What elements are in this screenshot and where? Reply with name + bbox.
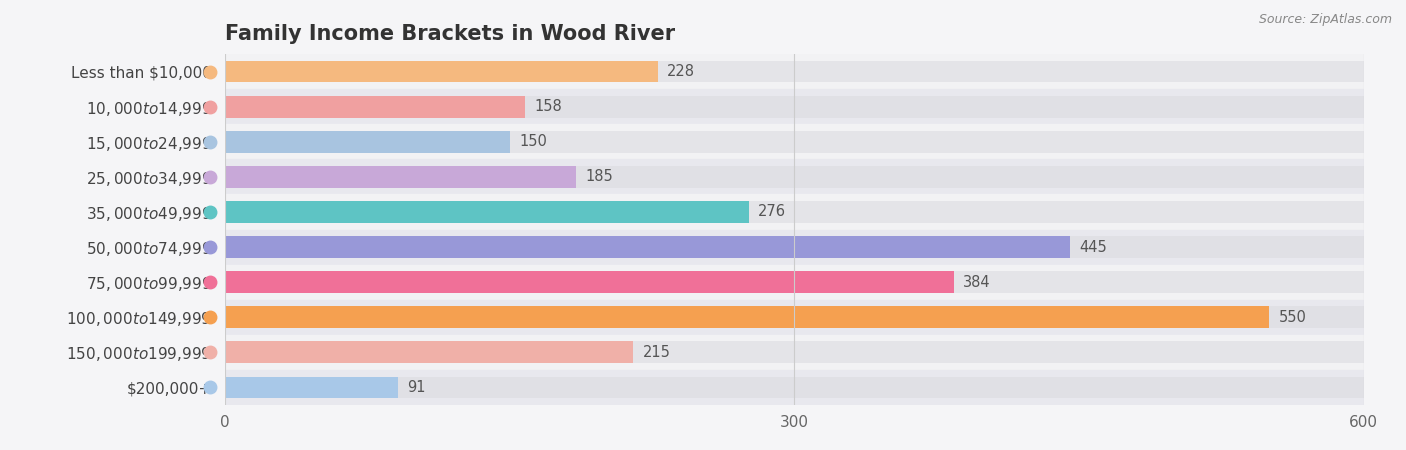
Text: 185: 185: [585, 169, 613, 184]
Bar: [225, 342, 1364, 363]
Bar: [225, 166, 1364, 188]
Bar: [225, 370, 1364, 405]
Text: 384: 384: [963, 274, 991, 290]
Text: 150: 150: [519, 134, 547, 149]
Bar: [225, 89, 1364, 124]
Bar: [225, 61, 1364, 82]
Bar: [225, 131, 1364, 153]
Text: 91: 91: [408, 380, 426, 395]
Bar: [225, 335, 1364, 370]
Bar: [225, 124, 1364, 159]
Bar: [225, 230, 1364, 265]
Bar: [225, 201, 1364, 223]
Text: Family Income Brackets in Wood River: Family Income Brackets in Wood River: [225, 24, 675, 44]
Text: 550: 550: [1278, 310, 1306, 325]
Text: 215: 215: [643, 345, 671, 360]
Bar: [225, 201, 749, 223]
Text: 158: 158: [534, 99, 562, 114]
Bar: [225, 377, 1364, 398]
Bar: [225, 159, 1364, 194]
Bar: [225, 61, 658, 82]
Text: 228: 228: [668, 64, 695, 79]
Bar: [225, 265, 1364, 300]
Bar: [225, 131, 509, 153]
Bar: [225, 377, 398, 398]
Bar: [225, 166, 576, 188]
Bar: [225, 342, 633, 363]
Text: 276: 276: [758, 204, 786, 220]
Bar: [225, 236, 1364, 258]
Bar: [225, 271, 1364, 293]
Bar: [225, 306, 1268, 328]
Bar: [225, 300, 1364, 335]
Text: Source: ZipAtlas.com: Source: ZipAtlas.com: [1258, 14, 1392, 27]
Bar: [225, 306, 1364, 328]
Bar: [225, 54, 1364, 89]
Bar: [225, 236, 1070, 258]
Text: 445: 445: [1080, 239, 1107, 255]
Bar: [225, 271, 953, 293]
Bar: [225, 96, 1364, 117]
Bar: [225, 194, 1364, 230]
Bar: [225, 96, 524, 117]
